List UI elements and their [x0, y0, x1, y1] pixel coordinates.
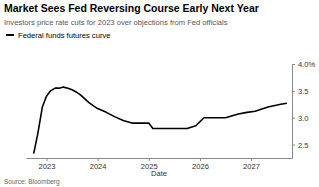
legend-item: Federal funds futures curve — [6, 31, 110, 40]
legend-swatch — [6, 34, 14, 36]
legend-label: Federal funds futures curve — [18, 31, 110, 40]
x-tick: 2026 — [192, 158, 209, 171]
x-tick-label: 2023 — [39, 162, 56, 171]
y-tick-mark — [292, 145, 295, 146]
x-tick: 2027 — [243, 158, 260, 171]
source: Source: Bloomberg — [4, 178, 60, 186]
y-tick-mark — [292, 91, 295, 92]
x-tick-label: 2026 — [192, 162, 209, 171]
x-axis-line — [27, 158, 293, 159]
y-axis-line — [292, 65, 293, 159]
x-tick-mark — [200, 158, 201, 161]
y-tick: 3.0 — [292, 114, 309, 123]
x-tick-label: 2027 — [243, 162, 260, 171]
x-tick: 2024 — [90, 158, 107, 171]
y-tick: 2.5 — [292, 141, 309, 150]
title: Market Sees Fed Reversing Course Early N… — [4, 2, 259, 14]
y-tick-label: 3.5 — [298, 87, 309, 96]
y-axis: 2.5 3.0 3.5 4.0% — [292, 60, 316, 159]
x-tick-mark — [149, 158, 150, 161]
y-tick-mark — [292, 118, 295, 119]
line — [34, 87, 287, 154]
y-tick-mark — [292, 64, 295, 65]
y-tick-label: 4.0% — [298, 60, 316, 69]
x-axis-title: Date — [151, 169, 167, 178]
x-tick: 2023 — [39, 158, 56, 171]
y-tick-label: 2.5 — [298, 141, 309, 150]
y-tick: 4.0% — [292, 60, 316, 69]
x-tick-mark — [251, 158, 252, 161]
x-tick-mark — [98, 158, 99, 161]
x-tick-mark — [46, 158, 47, 161]
y-tick: 3.5 — [292, 87, 309, 96]
plot-area — [34, 87, 287, 154]
legend: Federal funds futures curve — [6, 31, 110, 40]
x-tick-label: 2024 — [90, 162, 107, 171]
chart: Market Sees Fed Reversing Course Early N… — [0, 0, 319, 187]
subtitle: Investors price rate cuts for 2023 over … — [4, 18, 228, 27]
y-tick-label: 3.0 — [298, 114, 309, 123]
